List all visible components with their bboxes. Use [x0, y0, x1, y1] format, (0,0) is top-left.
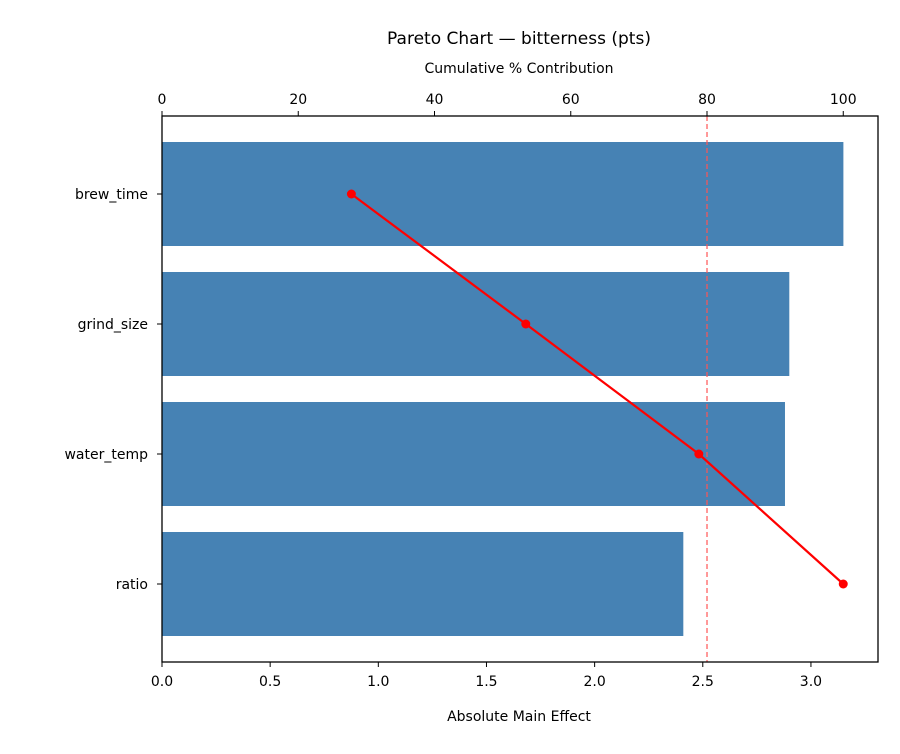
- secondary-tick-label: 40: [426, 92, 444, 108]
- secondary-x-axis-ticks: 0 20 40 60 80 100: [158, 92, 857, 116]
- bar-grind_size: [162, 272, 790, 376]
- bar-brew_time: [162, 142, 844, 246]
- x-tick-label: 3.0: [800, 674, 822, 690]
- x-axis-ticks: 0.0 0.5 1.0 1.5 2.0 2.5 3.0: [151, 662, 822, 690]
- y-tick-label: water_temp: [64, 447, 148, 463]
- secondary-tick-label: 80: [698, 92, 716, 108]
- chart-title: Pareto Chart — bitterness (pts): [387, 29, 651, 49]
- cumulative-point: [694, 449, 704, 459]
- y-tick-label: ratio: [116, 577, 148, 593]
- secondary-tick-label: 20: [289, 92, 307, 108]
- x-tick-label: 0.5: [259, 674, 281, 690]
- bars: [162, 142, 844, 636]
- secondary-tick-label: 100: [830, 92, 857, 108]
- secondary-tick-label: 60: [562, 92, 580, 108]
- x-axis-label: Absolute Main Effect: [447, 709, 591, 725]
- x-tick-label: 2.5: [692, 674, 714, 690]
- secondary-x-axis-label: Cumulative % Contribution: [424, 61, 613, 77]
- bar-water_temp: [162, 402, 785, 506]
- x-tick-label: 0.0: [151, 674, 173, 690]
- x-tick-label: 2.0: [583, 674, 605, 690]
- plot-frame: [161, 115, 879, 663]
- x-tick-label: 1.5: [475, 674, 497, 690]
- y-tick-label: grind_size: [78, 317, 148, 333]
- secondary-tick-label: 0: [158, 92, 167, 108]
- x-tick-label: 1.0: [367, 674, 389, 690]
- bar-ratio: [162, 532, 684, 636]
- cumulative-point: [838, 579, 848, 589]
- cumulative-point: [346, 189, 356, 199]
- y-tick-label: brew_time: [75, 187, 148, 203]
- cumulative-point: [521, 319, 531, 329]
- cumulative-line: [346, 189, 848, 589]
- cumulative-polyline: [350, 193, 844, 585]
